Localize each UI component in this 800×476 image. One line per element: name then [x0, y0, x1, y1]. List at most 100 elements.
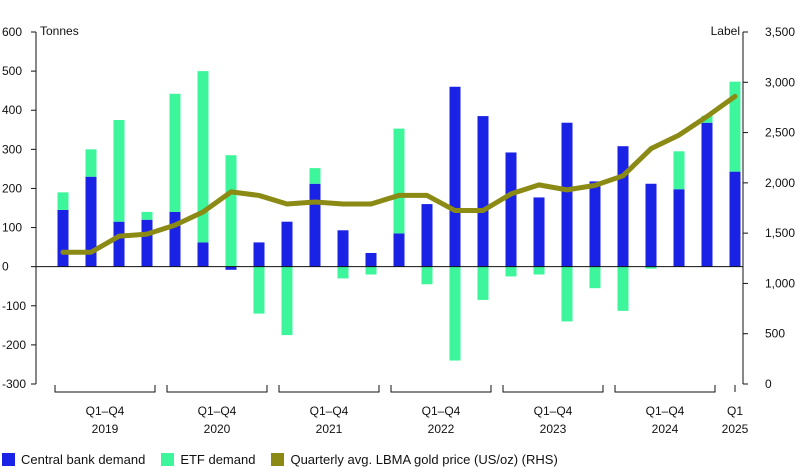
- group-label-period: Q1–Q4: [198, 404, 237, 418]
- left-tick-label: -300: [2, 377, 26, 391]
- central-bank-bar: [281, 221, 293, 267]
- right-axis-title: Label: [711, 24, 740, 38]
- legend-item-etf: ETF demand: [161, 452, 255, 467]
- central-bank-bar: [617, 146, 629, 267]
- etf-bar: [449, 266, 461, 361]
- right-tick-label: 500: [765, 327, 785, 341]
- right-tick-label: 1,500: [765, 226, 795, 240]
- central-bank-bar: [449, 86, 461, 267]
- etf-bar: [673, 151, 685, 190]
- etf-bar: [57, 192, 69, 210]
- central-bank-bar: [533, 197, 545, 267]
- group-label-period: Q1: [727, 404, 743, 418]
- legend-swatch-gold-price: [271, 452, 285, 466]
- left-tick-label: 300: [2, 142, 22, 156]
- central-bank-bar: [701, 122, 713, 267]
- central-bank-bar: [225, 266, 237, 270]
- central-bank-bar: [309, 183, 321, 267]
- etf-bar: [617, 266, 629, 311]
- left-tick-label: 0: [2, 260, 9, 274]
- right-tick-label: 2,000: [765, 176, 795, 190]
- central-bank-bar: [253, 242, 265, 267]
- central-bank-bar: [589, 181, 601, 267]
- central-bank-bar: [337, 230, 349, 267]
- left-tick-label: 600: [2, 25, 22, 39]
- right-tick-label: 1,000: [765, 276, 795, 290]
- etf-bar: [309, 168, 321, 184]
- group-label-period: Q1–Q4: [646, 404, 685, 418]
- group-label-period: Q1–Q4: [310, 404, 349, 418]
- central-bank-bar: [85, 176, 97, 267]
- left-axis-title: Tonnes: [40, 24, 79, 38]
- group-label-year: 2019: [92, 422, 119, 436]
- etf-bar: [589, 266, 601, 289]
- left-tick-label: -100: [2, 299, 26, 313]
- etf-bar: [365, 266, 377, 275]
- etf-bar: [729, 81, 741, 172]
- central-bank-bar: [169, 211, 181, 267]
- central-bank-bar: [393, 233, 405, 267]
- left-tick-label: 200: [2, 181, 22, 195]
- etf-bar: [561, 266, 573, 322]
- legend-label-gold-price: Quarterly avg. LBMA gold price (US/oz) (…: [290, 451, 558, 467]
- central-bank-bar: [673, 189, 685, 267]
- left-tick-label: 500: [2, 64, 22, 78]
- etf-bar: [393, 128, 405, 234]
- central-bank-bar: [477, 116, 489, 267]
- group-label-year: 2023: [540, 422, 567, 436]
- central-bank-bar: [561, 122, 573, 267]
- central-bank-bar: [365, 252, 377, 267]
- legend-item-gold-price: Quarterly avg. LBMA gold price (US/oz) (…: [271, 451, 558, 467]
- central-bank-bar: [729, 171, 741, 267]
- central-bank-bar: [505, 152, 517, 267]
- central-bank-bar: [57, 209, 69, 267]
- etf-bar: [113, 120, 125, 222]
- gold-price-line: [60, 93, 738, 255]
- group-bracket: [390, 385, 492, 393]
- left-tick-label: -200: [2, 338, 26, 352]
- etf-bar: [225, 155, 237, 267]
- chart-canvas: -300 -200 -100 0 100 200 300 400 500 600 0 500 1,000…: [2, 24, 795, 436]
- legend-item-central-bank: Central bank demand: [2, 452, 145, 467]
- right-tick-label: 2,500: [765, 126, 795, 140]
- legend-label-etf: ETF demand: [180, 451, 256, 467]
- group-bracket: [54, 385, 156, 393]
- central-bank-bar: [113, 221, 125, 267]
- legend-swatch-etf: [161, 452, 175, 466]
- etf-bar: [281, 266, 293, 336]
- etf-bar: [477, 266, 489, 300]
- etf-bar: [645, 266, 657, 269]
- group-label-period: Q1–Q4: [86, 404, 125, 418]
- group-label-period: Q1–Q4: [422, 404, 461, 418]
- etf-bar: [505, 266, 517, 277]
- group-label-period: Q1–Q4: [534, 404, 573, 418]
- group-label-year: 2025: [722, 422, 749, 436]
- group-bracket: [614, 385, 716, 393]
- group-bracket: [278, 385, 380, 393]
- central-bank-bar: [645, 183, 657, 267]
- etf-bar: [253, 266, 265, 314]
- right-tick-label: 3,000: [765, 75, 795, 89]
- etf-bar: [85, 149, 97, 177]
- right-tick-label: 3,500: [765, 25, 795, 39]
- etf-bar: [141, 211, 153, 220]
- left-tick-label: 100: [2, 221, 22, 235]
- etf-bar: [533, 266, 545, 275]
- central-bank-bar: [197, 242, 209, 267]
- legend: Central bank demand ETF demand Quarterly…: [0, 446, 800, 472]
- group-bracket: [502, 385, 604, 393]
- right-tick-label: 0: [765, 377, 772, 391]
- etf-bar: [169, 93, 181, 212]
- group-label-year: 2022: [428, 422, 455, 436]
- left-tick-label: 400: [2, 103, 22, 117]
- group-bracket: [166, 385, 268, 393]
- etf-bar: [337, 266, 349, 279]
- etf-bar: [421, 266, 433, 285]
- group-label-year: 2021: [316, 422, 343, 436]
- legend-swatch-central-bank: [2, 452, 15, 466]
- legend-label-central-bank: Central bank demand: [21, 451, 146, 467]
- etf-bar: [197, 71, 209, 243]
- central-bank-bar: [421, 204, 433, 267]
- group-label-year: 2020: [204, 422, 231, 436]
